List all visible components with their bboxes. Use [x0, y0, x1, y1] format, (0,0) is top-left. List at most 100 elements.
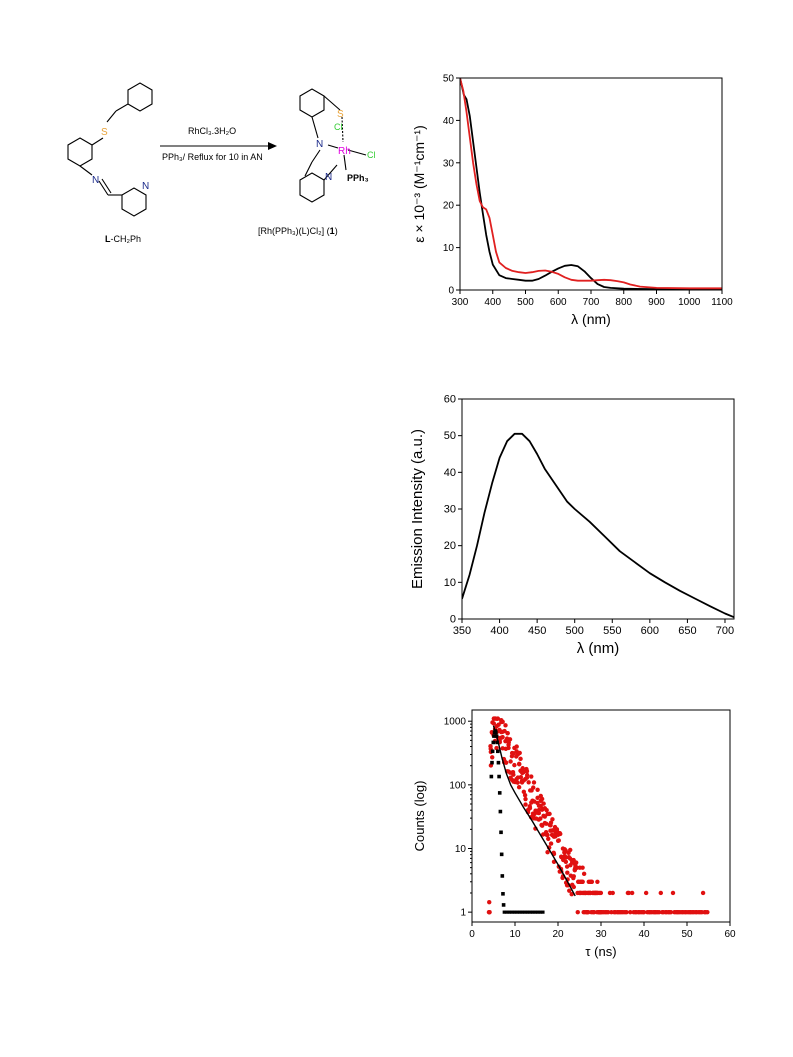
decay-point — [551, 850, 556, 856]
decay-point — [531, 780, 537, 785]
irf-point — [512, 910, 517, 914]
decay-point — [508, 759, 513, 764]
decay-point — [668, 909, 674, 915]
decay-point — [512, 762, 517, 768]
y-tick-label-0: 0 — [448, 286, 454, 297]
irf-point — [501, 892, 505, 896]
y-tick-label-1: 10 — [455, 844, 467, 855]
irf-point — [507, 910, 512, 914]
x-tick-label-1: 400 — [490, 625, 508, 637]
decay-point — [517, 762, 522, 767]
decay-point — [535, 795, 540, 801]
irf-point — [533, 910, 537, 914]
x-tick-label-0: 0 — [469, 929, 475, 940]
plot-area — [460, 78, 722, 290]
irf-point — [490, 749, 495, 754]
decay-point — [628, 909, 633, 915]
decay-point — [547, 811, 552, 817]
irf-point — [523, 910, 527, 914]
x-tick-label-6: 650 — [678, 625, 696, 637]
decay-point — [546, 836, 551, 842]
product-atom-cl-right: Cl — [367, 150, 376, 160]
decay-point — [491, 721, 496, 726]
decay-point — [567, 888, 572, 893]
decay-point — [517, 750, 522, 756]
decay-point — [518, 774, 524, 780]
x-tick-label-5: 800 — [615, 297, 632, 308]
y-tick-label-3: 30 — [443, 158, 455, 169]
decay-point — [505, 730, 510, 736]
y-axis-label: Emission Intensity (a.u.) — [409, 429, 426, 589]
decay-point — [575, 909, 580, 915]
y-tick-label-6: 60 — [444, 394, 456, 406]
x-tick-label-0: 350 — [453, 625, 471, 637]
y-tick-label-0: 1 — [460, 908, 466, 919]
decay-point — [643, 890, 649, 896]
decay-point — [500, 734, 505, 740]
irf-point — [536, 910, 540, 914]
decay-point — [500, 719, 505, 724]
series-line-1 — [460, 78, 722, 290]
product-atom-rh: Rh — [338, 146, 351, 157]
pyridine-ring — [121, 187, 147, 217]
plot-frame — [461, 398, 735, 620]
ligand-atom-s: S — [101, 127, 108, 138]
x-tick-label-4: 550 — [603, 625, 621, 637]
decay-point — [565, 870, 570, 875]
decay-point — [580, 865, 585, 870]
ligand-pyridine-n: N — [142, 181, 149, 192]
decay-point — [503, 723, 508, 728]
decay-point — [523, 802, 528, 807]
x-tick-label-0: 300 — [452, 297, 469, 308]
decay-point — [555, 838, 561, 843]
product-pyridine-n: N — [325, 172, 332, 183]
benzyl-ring — [127, 82, 153, 112]
y-tick-label-5: 50 — [443, 74, 455, 85]
decay-point — [705, 909, 710, 915]
decay-point — [548, 823, 553, 828]
product-atom-pph3: PPh₃ — [347, 173, 369, 183]
x-tick-label-1: 400 — [484, 297, 501, 308]
fit-line — [492, 725, 576, 897]
decay-point — [581, 871, 587, 877]
decay-point — [515, 780, 520, 785]
decay-point — [488, 743, 493, 749]
decay-point — [541, 801, 546, 806]
emission-spectrum-chart: 350 400 450 500 550 600 650 700 0 10 20 30 40 50 60 λ (… — [409, 394, 735, 657]
plot-area — [486, 716, 710, 915]
irf-point — [497, 774, 501, 779]
y-tick-label-2: 20 — [443, 201, 455, 212]
decay-point — [545, 850, 550, 855]
irf-point — [492, 734, 496, 738]
y-tick-label-0: 0 — [450, 614, 456, 626]
irf-point — [498, 809, 503, 814]
decay-point — [531, 785, 536, 790]
decay-point — [520, 766, 525, 771]
decay-point — [543, 821, 549, 826]
y-tick-label-4: 40 — [443, 116, 455, 127]
decay-point — [538, 816, 543, 821]
x-axis-label: λ (nm) — [577, 640, 620, 657]
ligand-atom-n: N — [92, 175, 99, 186]
decay-point — [494, 745, 499, 751]
x-tick-label-2: 450 — [528, 625, 546, 637]
decay-point — [563, 859, 569, 865]
irf-point — [499, 830, 503, 835]
y-tick-label-3: 30 — [444, 504, 456, 516]
decay-point — [548, 841, 554, 846]
x-tick-label-6: 60 — [724, 929, 736, 940]
decay-point — [540, 832, 546, 837]
decay-point — [535, 787, 540, 792]
decay-point — [626, 890, 631, 896]
decay-point — [610, 890, 615, 896]
decay-point — [557, 830, 562, 836]
decay-point — [545, 832, 550, 838]
irf-point — [515, 910, 519, 914]
decay-point — [629, 890, 635, 896]
x-axis-label: τ (ns) — [585, 944, 616, 959]
irf-point — [510, 910, 514, 914]
decay-point — [580, 879, 585, 884]
decay-point — [574, 860, 579, 865]
decay-point — [506, 742, 511, 748]
decay-point — [527, 804, 532, 809]
